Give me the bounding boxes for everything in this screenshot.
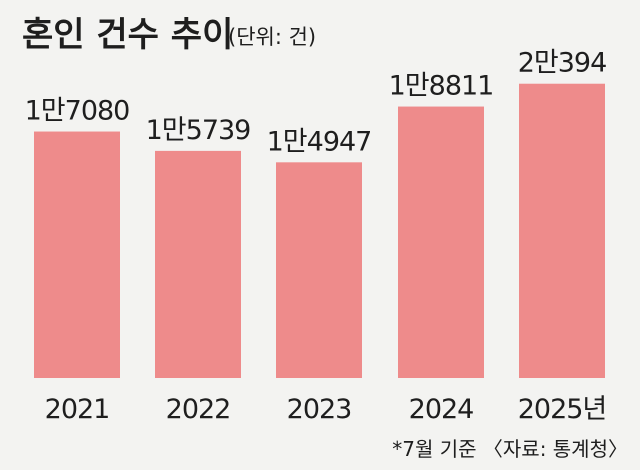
bar-2022	[155, 150, 241, 378]
value-label-2025년: 2만394	[518, 48, 607, 79]
unit-label: (단위: 건)	[228, 25, 316, 49]
category-label-2025년: 2025년	[518, 394, 607, 425]
bars-group: 1만7080 2021 1만5739 2022 1만4947 2023 1만8811 2024…	[25, 48, 608, 425]
bar-2023	[276, 162, 362, 378]
bar-2021	[34, 131, 120, 378]
chart-title: 혼인 건수 추이	[22, 15, 233, 55]
category-label-2024: 2024	[409, 394, 474, 425]
value-label-2021: 1만7080	[25, 96, 130, 127]
bar-2025년	[519, 83, 605, 379]
bar-2024	[398, 106, 484, 379]
category-label-2021: 2021	[45, 394, 110, 425]
value-label-2022: 1만5739	[146, 115, 251, 146]
category-label-2023: 2023	[287, 394, 352, 425]
footnote: *7월 기준 〈자료: 통계청〉	[392, 437, 628, 461]
value-label-2024: 1만8811	[389, 71, 494, 102]
value-label-2023: 1만4947	[267, 126, 372, 157]
category-label-2022: 2022	[166, 394, 231, 425]
